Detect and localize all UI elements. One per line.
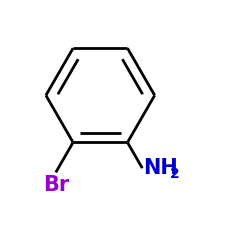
Text: 2: 2 (170, 166, 179, 180)
Text: NH: NH (144, 158, 178, 178)
Text: Br: Br (43, 176, 69, 196)
